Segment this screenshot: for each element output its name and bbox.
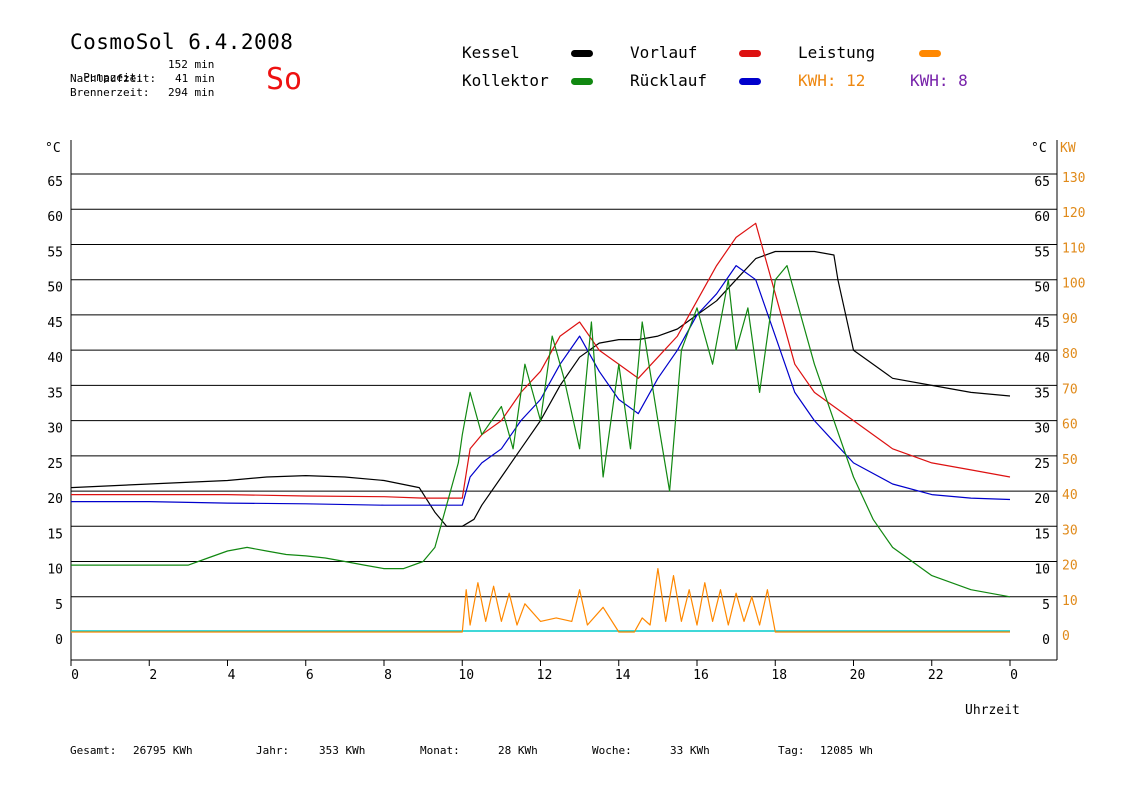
stat-nachlaufzeit-value: 41 min — [175, 72, 215, 85]
y-tick-right: 10 — [1034, 563, 1050, 578]
x-tick-label: 20 — [850, 668, 866, 683]
legend-leistung: Leistung — [798, 43, 876, 62]
y-tick-left: 65 — [47, 175, 63, 190]
footer-monat-label: Monat: — [420, 744, 460, 757]
x-axis-label: Uhrzeit — [965, 703, 1020, 718]
footer-woche-value: 33 KWh — [670, 744, 710, 757]
series-line-kessel — [70, 250, 1011, 527]
x-tick-label: 16 — [693, 668, 709, 683]
y-tick-kw: 130 — [1062, 171, 1085, 186]
y-tick-kw: 70 — [1062, 382, 1078, 397]
weekday-label: So — [266, 62, 303, 97]
y-tick-right: 5 — [1042, 598, 1050, 613]
y-tick-left: 0 — [55, 633, 63, 648]
y-tick-kw: 0 — [1062, 629, 1070, 644]
legend-kwh-a: KWH: 12 — [798, 71, 866, 90]
y-tick-kw: 100 — [1062, 277, 1085, 292]
x-tick-label: 12 — [537, 668, 553, 683]
stat-brennerzeit: Brennerzeit: — [70, 86, 150, 99]
series-line-vorlauf — [71, 222, 1011, 499]
y-tick-left: 15 — [47, 527, 63, 542]
series-line-leistung — [71, 567, 1010, 633]
legend-swatch-kessel — [571, 50, 593, 57]
series-line-kollektor — [71, 265, 1011, 598]
stat-brennerzeit-value: 294 min — [168, 86, 215, 99]
y-tick-left: 10 — [47, 563, 63, 578]
y-tick-kw: 30 — [1062, 523, 1078, 538]
legend-swatch-leistung — [919, 50, 941, 57]
y-tick-kw: 110 — [1062, 241, 1085, 256]
series-line-ruecklauf — [71, 265, 1011, 506]
legend-ruecklauf: Rücklauf — [630, 71, 708, 90]
y-tick-right: 15 — [1034, 527, 1050, 542]
footer-gesamt-label: Gesamt: — [70, 744, 117, 757]
y-tick-right: 55 — [1034, 245, 1050, 260]
legend-kollektor: Kollektor — [462, 71, 549, 90]
y-tick-right: 30 — [1034, 422, 1050, 437]
x-tick-label: 22 — [928, 668, 944, 683]
legend-swatch-kollektor — [571, 78, 593, 85]
footer-tag-label: Tag: — [778, 744, 805, 757]
x-tick-label: 6 — [306, 668, 314, 683]
y-tick-kw: 90 — [1062, 312, 1078, 327]
y-tick-kw: 120 — [1062, 206, 1085, 221]
x-tick-label: 0 — [1010, 668, 1018, 683]
x-tick-label: 8 — [384, 668, 392, 683]
y-tick-right: 35 — [1034, 386, 1050, 401]
stat-pumpzeit-value: 152 min — [168, 58, 215, 71]
y-tick-right: 50 — [1034, 281, 1050, 296]
y-tick-kw: 20 — [1062, 559, 1078, 574]
y-tick-right: 45 — [1034, 316, 1050, 331]
y-tick-left: 35 — [47, 386, 63, 401]
y-axis-label-left: °C — [45, 141, 61, 156]
chart-title: CosmoSol 6.4.2008 — [70, 30, 294, 54]
y-axis-label-kw: KW — [1060, 141, 1076, 156]
y-tick-left: 25 — [47, 457, 63, 472]
y-tick-right: 20 — [1034, 492, 1050, 507]
footer-woche-label: Woche: — [592, 744, 632, 757]
legend-kwh-b: KWH: 8 — [910, 71, 968, 90]
y-tick-kw: 60 — [1062, 418, 1078, 433]
y-tick-left: 5 — [55, 598, 63, 613]
x-tick-label: 10 — [458, 668, 474, 683]
y-tick-left: 45 — [47, 316, 63, 331]
x-tick-label: 0 — [71, 668, 79, 683]
y-tick-right: 25 — [1034, 457, 1050, 472]
y-tick-left: 40 — [47, 351, 63, 366]
y-tick-right: 40 — [1034, 351, 1050, 366]
footer-tag-value: 12085 Wh — [820, 744, 873, 757]
y-tick-right: 60 — [1034, 210, 1050, 225]
y-tick-left: 20 — [47, 492, 63, 507]
y-tick-left: 55 — [47, 245, 63, 260]
footer-jahr-label: Jahr: — [256, 744, 290, 757]
legend-kessel: Kessel — [462, 43, 520, 62]
x-tick-label: 4 — [228, 668, 236, 683]
footer-jahr-value: 353 KWh — [319, 744, 366, 757]
y-tick-kw: 80 — [1062, 347, 1078, 362]
y-tick-left: 60 — [47, 210, 63, 225]
legend-swatch-vorlauf — [739, 50, 761, 57]
y-tick-kw: 40 — [1062, 488, 1078, 503]
footer-gesamt-value: 26795 KWh — [133, 744, 193, 757]
stat-nachlaufzeit: Nachlaufzeit: — [70, 72, 157, 85]
stat-label: Pumpzeit: — [83, 71, 143, 84]
y-tick-kw: 50 — [1062, 453, 1078, 468]
stat-pumpzeit: Pumpzeit: — [70, 58, 143, 84]
y-tick-left: 30 — [47, 422, 63, 437]
legend-swatch-ruecklauf — [739, 78, 761, 85]
y-tick-left: 50 — [47, 281, 63, 296]
y-tick-right: 65 — [1034, 175, 1050, 190]
y-tick-kw: 10 — [1062, 594, 1078, 609]
y-tick-right: 0 — [1042, 633, 1050, 648]
x-tick-label: 14 — [615, 668, 631, 683]
legend-vorlauf: Vorlauf — [630, 43, 698, 62]
y-axis-label-right: °C — [1031, 141, 1047, 156]
x-tick-label: 2 — [149, 668, 157, 683]
footer-monat-value: 28 KWh — [498, 744, 538, 757]
x-tick-label: 18 — [771, 668, 787, 683]
